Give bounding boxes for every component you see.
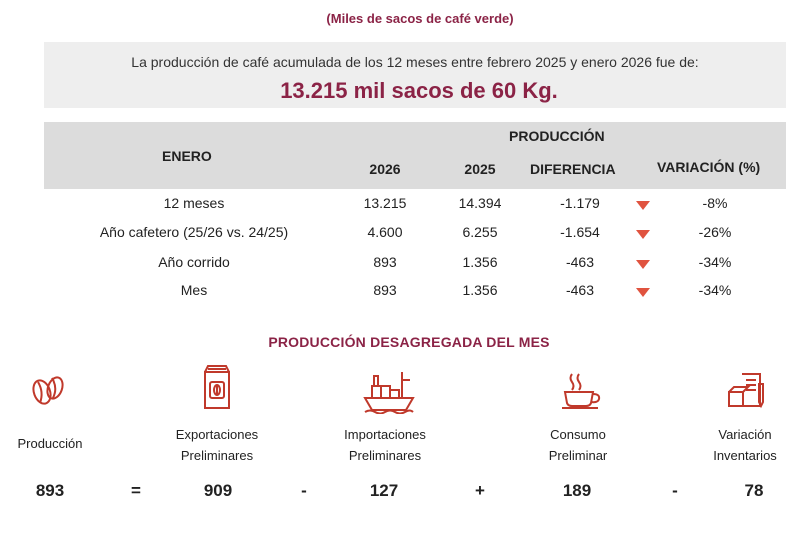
inventory-icon bbox=[728, 373, 764, 409]
label-inventory: Variación Inventarios bbox=[695, 424, 795, 466]
summary-box: La producción de café acumulada de los 1… bbox=[44, 42, 786, 108]
coffee-cup-icon bbox=[562, 373, 601, 409]
value-2026: 893 bbox=[373, 254, 397, 270]
value-2026: 13.215 bbox=[363, 195, 407, 211]
value-var: -26% bbox=[698, 224, 732, 240]
summary-value: 13.215 mil sacos de 60 Kg. bbox=[280, 78, 558, 103]
operator-plus: + bbox=[475, 481, 485, 500]
value-production: 893 bbox=[35, 481, 65, 500]
down-triangle-icon bbox=[636, 288, 650, 297]
operator-equals: = bbox=[131, 481, 141, 500]
table-header: ENERO PRODUCCIÓN 2026 2025 DIFERENCIA VA… bbox=[44, 122, 786, 189]
breakdown-title: PRODUCCIÓN DESAGREGADA DEL MES bbox=[268, 334, 550, 350]
table-row: Mes 893 1.356 -463 -34% bbox=[0, 282, 800, 306]
col-2025-header: 2025 bbox=[464, 161, 496, 177]
value-diff: -463 bbox=[565, 254, 595, 270]
label-line: Preliminares bbox=[180, 448, 254, 463]
down-triangle-icon bbox=[636, 230, 650, 239]
month-header: ENERO bbox=[162, 148, 212, 164]
subtitle: (Miles de sacos de café verde) bbox=[326, 11, 514, 26]
down-triangle-icon bbox=[636, 201, 650, 210]
value-diff: -1.179 bbox=[560, 195, 600, 211]
label-production: Producción bbox=[17, 436, 83, 451]
value-diff: -1.654 bbox=[560, 224, 600, 240]
col-var-header: VARIACIÓN (%) bbox=[657, 159, 761, 175]
label-consumption: Consumo Preliminar bbox=[513, 424, 643, 466]
operator-minus: - bbox=[672, 481, 678, 500]
value-var: -8% bbox=[702, 195, 728, 211]
label-exports: Exportaciones Preliminares bbox=[152, 424, 282, 466]
value-2026: 893 bbox=[373, 282, 397, 298]
label-line: Importaciones bbox=[344, 427, 426, 442]
col-2026-header: 2026 bbox=[369, 161, 401, 177]
table-row: Año cafetero (25/26 vs. 24/25) 4.600 6.2… bbox=[0, 224, 800, 248]
summary-text: La producción de café acumulada de los 1… bbox=[131, 54, 699, 70]
row-label: Mes bbox=[180, 282, 208, 298]
down-triangle-icon bbox=[636, 260, 650, 269]
row-label: 12 meses bbox=[163, 195, 225, 211]
value-var: -34% bbox=[698, 282, 732, 298]
value-var: -34% bbox=[698, 254, 732, 270]
value-2025: 1.356 bbox=[462, 254, 498, 270]
value-exports: 909 bbox=[203, 481, 233, 500]
table-row: 12 meses 13.215 14.394 -1.179 -8% bbox=[0, 195, 800, 219]
row-label: Año corrido bbox=[158, 254, 230, 270]
value-consumption: 189 bbox=[562, 481, 592, 500]
cargo-ship-icon bbox=[363, 372, 415, 414]
value-2026: 4.600 bbox=[367, 224, 403, 240]
value-inventory: 78 bbox=[744, 481, 764, 500]
value-2025: 6.255 bbox=[462, 224, 498, 240]
value-2025: 1.356 bbox=[462, 282, 498, 298]
label-imports: Importaciones Preliminares bbox=[320, 424, 450, 466]
value-imports: 127 bbox=[369, 481, 399, 500]
label-line: Inventarios bbox=[713, 448, 777, 463]
label-line: Preliminares bbox=[348, 448, 422, 463]
coffee-bag-icon bbox=[204, 365, 230, 409]
value-diff: -463 bbox=[565, 282, 595, 298]
label-line: Consumo bbox=[550, 427, 606, 442]
value-2025: 14.394 bbox=[458, 195, 502, 211]
label-line: Preliminar bbox=[548, 448, 608, 463]
label-line: Exportaciones bbox=[175, 427, 259, 442]
row-label: Año cafetero (25/26 vs. 24/25) bbox=[99, 224, 289, 240]
table-row: Año corrido 893 1.356 -463 -34% bbox=[0, 254, 800, 278]
coffee-beans-icon bbox=[32, 376, 64, 405]
operator-minus: - bbox=[301, 481, 307, 500]
col-diff-header: DIFERENCIA bbox=[530, 161, 616, 177]
production-header: PRODUCCIÓN bbox=[509, 128, 605, 144]
label-line: Variación bbox=[718, 427, 772, 442]
